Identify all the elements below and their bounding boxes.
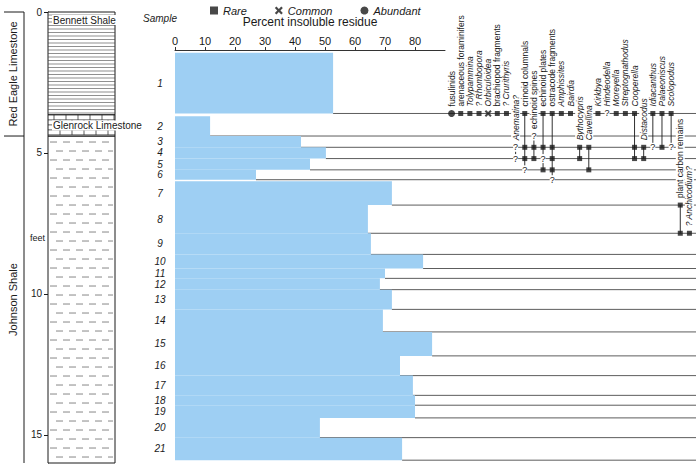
svg-text:60: 60 [349, 35, 361, 47]
svg-text:? Crurithyris: ? Crurithyris [501, 60, 512, 107]
svg-text:ostracode fragments: ostracode fragments [547, 29, 558, 107]
svg-text:Bennett Shale: Bennett Shale [53, 15, 116, 26]
svg-text:Sample: Sample [143, 13, 177, 24]
svg-text:Bythocypris: Bythocypris [574, 96, 585, 141]
svg-text:40: 40 [289, 35, 301, 47]
svg-text:15: 15 [31, 429, 43, 440]
svg-text:?: ? [669, 142, 674, 152]
svg-text:Glenrock Limestone: Glenrock Limestone [53, 120, 142, 131]
svg-text:6: 6 [157, 169, 163, 180]
svg-text:0: 0 [36, 7, 42, 18]
svg-text:20: 20 [153, 422, 166, 433]
svg-text:Kirkbya: Kirkbya [592, 78, 603, 107]
svg-text:4: 4 [157, 147, 163, 158]
svg-text:Cavellina: Cavellina [584, 105, 594, 140]
svg-text:?: ? [605, 108, 610, 118]
svg-text:?: ? [513, 154, 518, 164]
svg-text:Palaeoniscus: Palaeoniscus [657, 55, 667, 107]
svg-text:18: 18 [154, 395, 166, 406]
svg-text:arenaceous foraminifers: arenaceous foraminifers [455, 15, 466, 107]
svg-text:16: 16 [154, 360, 166, 371]
svg-text:Orbiculoidea: Orbiculoidea [483, 58, 494, 107]
svg-text:Anematina?: Anematina? [510, 94, 521, 141]
svg-text:?: ? [513, 142, 518, 152]
svg-text:Rare: Rare [223, 5, 247, 17]
svg-text:Tolypammina: Tolypammina [464, 56, 475, 107]
svg-text:10: 10 [199, 35, 211, 47]
svg-text:Streptognathodus: Streptognathodus [620, 39, 631, 107]
svg-text:Percent insoluble residue: Percent insoluble residue [243, 15, 378, 29]
svg-text:80: 80 [409, 35, 421, 47]
svg-text:0: 0 [172, 35, 178, 47]
svg-text:?: ? [550, 175, 555, 185]
svg-text:Bairdia: Bairdia [565, 80, 576, 107]
svg-text:Distacodus: Distacodus [638, 98, 649, 141]
svg-text:70: 70 [379, 35, 391, 47]
svg-text:13: 13 [154, 294, 166, 305]
svg-text:plant carbon remains: plant carbon remains [675, 118, 686, 199]
svg-text:?: ? [650, 142, 655, 152]
svg-text:17: 17 [154, 380, 166, 391]
svg-text:3: 3 [157, 136, 163, 147]
svg-text:? Anchicodium?: ? Anchicodium? [684, 166, 694, 226]
svg-text:1: 1 [157, 78, 163, 89]
svg-text:brachiopod fragments: brachiopod fragments [492, 24, 503, 107]
svg-text:Amphissites: Amphissites [556, 60, 567, 107]
svg-text:Hindeodella: Hindeodella [602, 61, 613, 107]
svg-text:Johnson Shale: Johnson Shale [7, 263, 19, 336]
svg-text:7: 7 [157, 188, 163, 199]
svg-text:10: 10 [154, 256, 166, 267]
svg-text:19: 19 [154, 406, 166, 417]
svg-text:30: 30 [259, 35, 271, 47]
svg-text:5: 5 [36, 147, 42, 158]
svg-text:? Rhombopora: ? Rhombopora [474, 50, 484, 107]
svg-text:Moreyella: Moreyella [611, 69, 622, 107]
svg-text:feet: feet [30, 233, 46, 243]
svg-text:crinoid columnals: crinoid columnals [519, 40, 530, 107]
svg-text:10: 10 [31, 288, 43, 299]
svg-text:fusulinids: fusulinids [446, 71, 457, 107]
svg-text:50: 50 [319, 35, 331, 47]
svg-text:?: ? [541, 154, 546, 164]
svg-text:8: 8 [157, 214, 163, 225]
svg-text:echinoid spines: echinoid spines [528, 70, 539, 129]
svg-text:21: 21 [153, 443, 165, 454]
svg-text:Common: Common [288, 5, 333, 17]
svg-text:Scolopodus: Scolopodus [666, 61, 676, 106]
svg-text:12: 12 [154, 279, 166, 290]
svg-text:Abundant: Abundant [372, 5, 421, 17]
svg-text:Red Eagle Limestone: Red Eagle Limestone [7, 21, 19, 126]
svg-text:2: 2 [156, 121, 163, 132]
svg-text:Cooperella: Cooperella [629, 65, 640, 107]
svg-text:echinoid plates: echinoid plates [538, 49, 549, 107]
svg-text:14: 14 [154, 315, 166, 326]
svg-text:11: 11 [155, 268, 165, 279]
svg-text:5: 5 [157, 159, 163, 170]
svg-text:9: 9 [157, 238, 163, 249]
svg-text:Idiacanthus: Idiacanthus [647, 63, 658, 107]
svg-text:15: 15 [154, 338, 166, 349]
svg-text:?: ? [522, 165, 527, 175]
svg-text:20: 20 [229, 35, 241, 47]
svg-text:?: ? [531, 131, 536, 141]
